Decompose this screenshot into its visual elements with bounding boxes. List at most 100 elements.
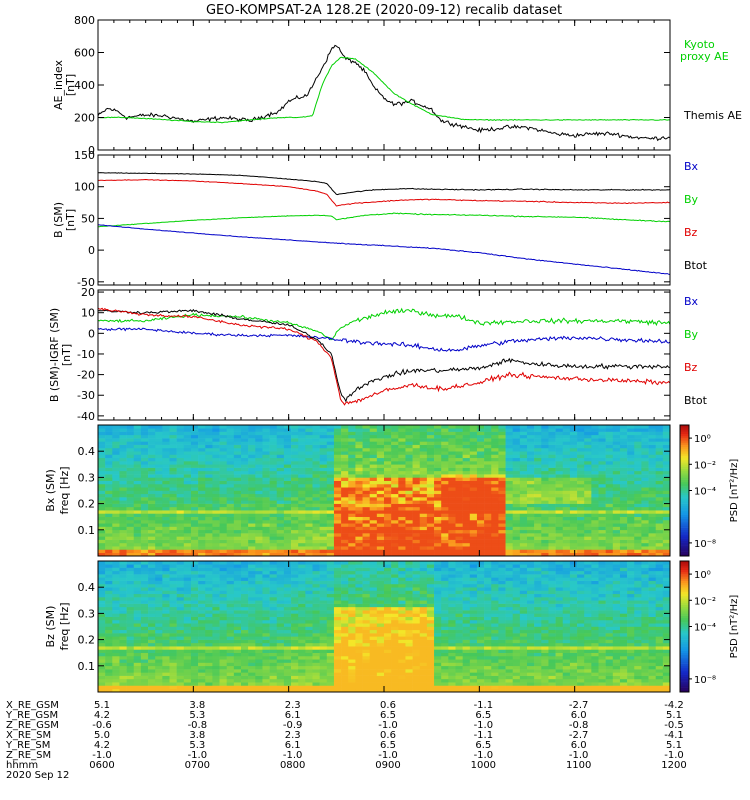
spectrogram-cell (162, 539, 170, 544)
spectrogram-cell (212, 675, 220, 680)
spectrogram-cell (655, 464, 664, 468)
spectrogram-cell (362, 441, 370, 445)
spectrogram-cell (476, 506, 485, 511)
spectrogram-cell (133, 570, 142, 575)
spectrogram-cell (426, 533, 435, 537)
spectrogram-cell (333, 474, 342, 478)
spectrogram-cell (298, 623, 306, 627)
spectrogram-cell (241, 580, 249, 585)
spectrogram-cell (226, 461, 235, 465)
spectrogram-cell (634, 454, 642, 459)
spectrogram-cell (255, 672, 263, 676)
spectrogram-cell (112, 533, 120, 537)
colorbar-segment (680, 433, 689, 437)
spectrogram-cell (369, 470, 378, 475)
spectrogram-cell (305, 451, 313, 455)
spectrogram-cell (376, 464, 385, 468)
spectrogram-cell (655, 526, 664, 531)
spectrogram-cell (105, 542, 113, 547)
spectrogram-cell (305, 590, 313, 595)
spectrogram-cell (341, 487, 349, 491)
spectrogram-cell (476, 474, 485, 478)
spectrogram-cell (362, 503, 370, 508)
spectrogram-cell (305, 567, 313, 572)
spectrogram-cell (262, 467, 270, 472)
spectrogram-cell (183, 474, 192, 478)
spectrogram-cell (448, 549, 456, 554)
spectrogram-cell (419, 451, 428, 455)
spectrogram-cell (448, 493, 456, 498)
spectrogram-cell (155, 529, 163, 534)
spectrogram-cell (584, 457, 592, 462)
spectrogram-cell (534, 546, 542, 550)
spectrogram-cell (562, 549, 571, 554)
spectrogram-cell (476, 438, 485, 442)
spectrogram-cell (655, 470, 664, 475)
spectrogram-cell (326, 603, 335, 608)
spectrogram-cell (105, 454, 113, 459)
spectrogram-cell (241, 613, 249, 617)
spectrogram-cell (605, 529, 614, 534)
spectrogram-cell (269, 474, 278, 478)
spectrogram-cell (591, 523, 599, 527)
spectrogram-cell (598, 467, 606, 472)
spectrogram-cell (305, 503, 313, 508)
spectrogram-cell (405, 444, 413, 449)
spectrogram-cell (98, 639, 106, 644)
spectrogram-cell (198, 526, 206, 531)
spectrogram-cell (148, 533, 156, 537)
spectrogram-cell (412, 506, 421, 511)
spectrogram-cell (469, 477, 478, 481)
spectrogram-cell (519, 516, 528, 521)
spectrogram-cell (441, 447, 449, 452)
spectrogram-cell (319, 619, 328, 624)
spectrogram-cell (448, 497, 456, 501)
spectrogram-cell (326, 567, 335, 572)
spectrogram-cell (291, 542, 299, 547)
spectrogram-cell (248, 688, 256, 693)
spectrogram-cell (119, 675, 127, 680)
spectrogram-cell (219, 480, 227, 485)
spectrogram-cell (205, 675, 213, 680)
spectrogram-cell (291, 493, 299, 498)
spectrogram-cell (262, 464, 270, 468)
spectrogram-cell (219, 649, 227, 653)
spectrogram-cell (405, 487, 413, 491)
spectrogram-cell (391, 536, 399, 540)
spectrogram-cell (412, 438, 421, 442)
spectrogram-cell (355, 480, 363, 485)
spectrogram-cell (148, 519, 156, 524)
spectrogram-cell (634, 539, 642, 544)
spectrogram-cell (212, 523, 220, 527)
spectrogram-cell (448, 516, 456, 521)
spectrogram-cell (419, 425, 428, 429)
spectrogram-cell (219, 536, 227, 540)
spectrogram-cell (226, 428, 235, 432)
spectrogram-cell (512, 441, 521, 445)
spectrogram-cell (198, 633, 206, 637)
spectrogram-cell (155, 506, 163, 511)
spectrogram-cell (126, 542, 135, 547)
spectrogram-cell (255, 574, 263, 578)
spectrogram-cell (305, 434, 313, 439)
spectrogram-cell (412, 464, 421, 468)
spectrogram-cell (326, 678, 335, 683)
spectrogram-cell (291, 567, 299, 572)
spectrogram-cell (98, 603, 106, 608)
spectrogram-cell (190, 597, 199, 601)
spectrogram-cell (98, 570, 106, 575)
spectrogram-cell (648, 457, 656, 462)
spectrogram-cell (262, 428, 270, 432)
spectrogram-cell (169, 678, 177, 683)
spectrogram-cell (605, 470, 614, 475)
spectrogram-cell (562, 438, 571, 442)
spectrogram-cell (498, 480, 506, 485)
spectrogram-cell (484, 425, 492, 429)
spectrogram-cell (455, 461, 463, 465)
spectrogram-cell (105, 646, 113, 650)
spectrogram-cell (233, 513, 242, 517)
spectrogram-cell (548, 431, 556, 436)
spectrogram-cell (348, 542, 356, 547)
spectrogram-cell (512, 483, 521, 488)
spectrogram-cell (226, 577, 235, 581)
